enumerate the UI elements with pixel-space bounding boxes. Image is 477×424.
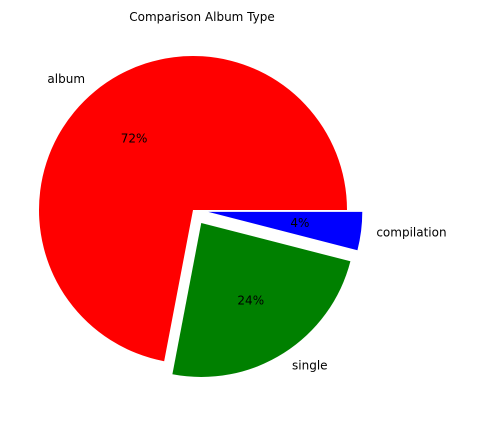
- slice-label-album: album: [47, 72, 85, 86]
- pie-slice-album: [38, 56, 347, 362]
- pct-label-compilation: 4%: [290, 216, 309, 230]
- pct-label-single: 24%: [237, 294, 264, 308]
- slice-label-compilation: compilation: [376, 226, 446, 240]
- pct-label-album: 72%: [121, 131, 148, 145]
- pie-slices: [38, 56, 363, 378]
- pie-slice-single: [172, 223, 351, 378]
- slice-label-single: single: [292, 359, 328, 373]
- pie-slice-compilation: [208, 211, 363, 251]
- chart-title: Comparison Album Type: [129, 10, 275, 24]
- pie-labels: album 72% single 24% compilation 4%: [47, 72, 446, 373]
